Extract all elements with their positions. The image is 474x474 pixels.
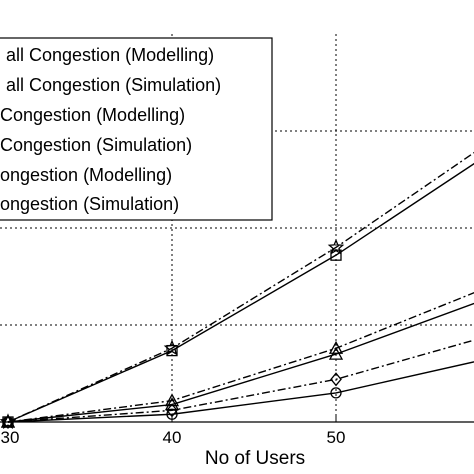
legend-entry: ongestion (Simulation) bbox=[0, 194, 179, 214]
circle-marker bbox=[166, 408, 178, 420]
x-axis-label: No of Users bbox=[205, 448, 305, 469]
square-marker bbox=[166, 344, 178, 357]
x-tick-label: 50 bbox=[327, 428, 346, 447]
legend-entry: all Congestion (Modelling) bbox=[6, 45, 214, 65]
series-line bbox=[7, 361, 474, 423]
series-line bbox=[7, 292, 474, 423]
diamond-marker bbox=[2, 414, 14, 430]
star-marker bbox=[327, 238, 345, 255]
triangle-marker bbox=[328, 340, 344, 354]
series-line bbox=[7, 339, 474, 423]
tick-labels: 30 40 50 bbox=[1, 428, 346, 447]
series-group bbox=[0, 151, 474, 430]
series-line bbox=[7, 151, 474, 423]
legend-box bbox=[0, 37, 273, 221]
legend-entry: ongestion (Modelling) bbox=[0, 165, 172, 185]
circle-marker bbox=[330, 387, 342, 399]
legend: all Congestion (Modelling) all Congestion… bbox=[0, 37, 273, 221]
diamond-marker bbox=[166, 403, 178, 418]
x-tick-label: 30 bbox=[1, 428, 20, 447]
triangle-marker bbox=[164, 393, 180, 407]
legend-entry: all Congestion (Simulation) bbox=[6, 75, 221, 95]
x-tick-label: 40 bbox=[163, 428, 182, 447]
diamond-marker bbox=[330, 372, 342, 387]
legend-entry: Congestion (Modelling) bbox=[0, 105, 185, 125]
legend-entry: Congestion (Simulation) bbox=[0, 135, 192, 155]
series-line bbox=[7, 302, 474, 423]
star-marker bbox=[163, 339, 181, 356]
series-6 bbox=[2, 339, 474, 430]
series-line bbox=[7, 162, 474, 423]
